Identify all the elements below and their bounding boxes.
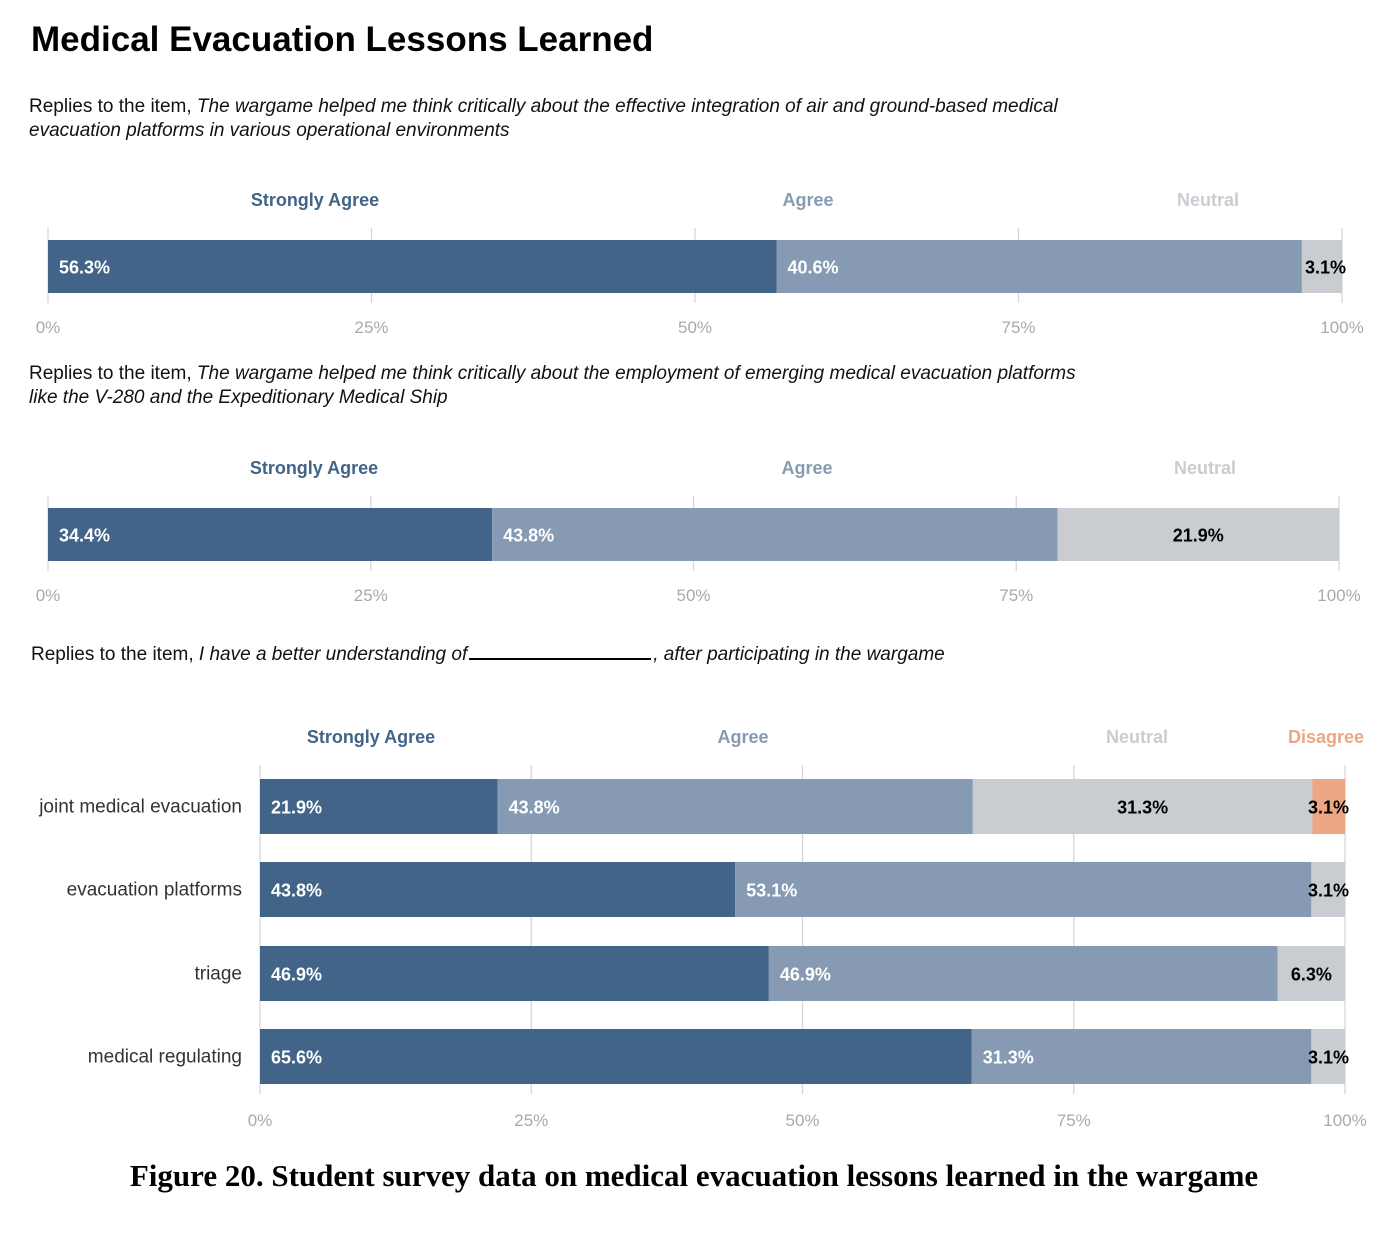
data-label: 65.6%: [271, 1048, 322, 1068]
prompt-item-text: The wargame helped me think critically a…: [196, 363, 1076, 384]
data-label: 56.3%: [59, 258, 110, 278]
data-label: 6.3%: [1291, 965, 1332, 985]
x-tick-label: 75%: [1001, 318, 1035, 337]
bar-disagree: [1312, 779, 1345, 834]
bar-agree: [492, 508, 1058, 561]
data-label: 40.6%: [788, 258, 839, 278]
data-label: 21.9%: [271, 798, 322, 818]
legend-agree: Agree: [717, 727, 768, 747]
x-tick-label: 0%: [248, 1111, 273, 1130]
x-tick-label: 75%: [999, 586, 1033, 605]
bar-strongly-agree: [260, 1029, 972, 1084]
bar-strongly-agree: [260, 946, 769, 1001]
bar-neutral: [1301, 240, 1342, 293]
data-label: 31.3%: [1117, 798, 1168, 818]
data-label: 46.9%: [780, 965, 831, 985]
chart-1-prompt: Replies to the item, The wargame helped …: [29, 95, 1169, 143]
bar-neutral: [1311, 1029, 1345, 1084]
bar-strongly-agree: [48, 508, 493, 561]
prompt-item-text-cont: , after participating in the wargame: [653, 644, 945, 665]
x-tick-label: 25%: [354, 586, 388, 605]
bar-neutral: [1057, 508, 1339, 561]
x-tick-label: 100%: [1323, 1111, 1366, 1130]
prompt-item-text-cont: like the V-280 and the Expeditionary Med…: [29, 387, 448, 408]
legend-neutral: Neutral: [1174, 458, 1236, 478]
x-tick-label: 25%: [514, 1111, 548, 1130]
data-label: 46.9%: [271, 965, 322, 985]
chart-2-prompt: Replies to the item, The wargame helped …: [29, 362, 1169, 410]
category-label: evacuation platforms: [67, 880, 242, 901]
prompt-prefix: Replies to the item,: [31, 644, 199, 665]
bar-strongly-agree: [48, 240, 777, 293]
legend-disagree: Disagree: [1288, 727, 1364, 747]
legend-agree: Agree: [781, 458, 832, 478]
x-tick-label: 100%: [1317, 586, 1360, 605]
prompt-item-text-cont: evacuation platforms in various operatio…: [29, 120, 510, 141]
data-label: 3.1%: [1308, 1048, 1349, 1068]
x-tick-label: 100%: [1320, 318, 1363, 337]
bar-neutral: [972, 779, 1313, 834]
prompt-item-text: The wargame helped me think critically a…: [196, 96, 1058, 117]
data-label: 53.1%: [746, 881, 797, 901]
legend-agree: Agree: [782, 190, 833, 210]
legend-neutral: Neutral: [1106, 727, 1168, 747]
legend-strongly-agree: Strongly Agree: [251, 190, 379, 210]
category-label: triage: [194, 964, 242, 985]
bar-neutral: [1277, 946, 1345, 1001]
data-label: 43.8%: [503, 526, 554, 546]
legend-strongly-agree: Strongly Agree: [307, 727, 435, 747]
page-title: Medical Evacuation Lessons Learned: [31, 20, 654, 59]
x-tick-label: 50%: [676, 586, 710, 605]
figure-caption: Figure 20. Student survey data on medica…: [129, 1158, 1259, 1193]
x-tick-label: 0%: [36, 586, 61, 605]
data-label: 21.9%: [1173, 526, 1224, 546]
bar-agree: [768, 946, 1278, 1001]
fill-in-blank: [469, 642, 652, 660]
chart-3-prompt: Replies to the item, I have a better und…: [31, 642, 1171, 667]
bar-neutral: [1311, 862, 1345, 917]
data-label: 3.1%: [1308, 798, 1349, 818]
data-label: 43.8%: [271, 881, 322, 901]
data-label: 31.3%: [983, 1048, 1034, 1068]
category-label: medical regulating: [88, 1047, 242, 1068]
x-tick-label: 50%: [678, 318, 712, 337]
bar-agree: [776, 240, 1302, 293]
bar-agree: [497, 779, 973, 834]
x-tick-label: 50%: [785, 1111, 819, 1130]
category-label: joint medical evacuation: [38, 797, 242, 818]
legend-neutral: Neutral: [1177, 190, 1239, 210]
data-label: 3.1%: [1305, 258, 1346, 278]
prompt-prefix: Replies to the item,: [29, 96, 197, 117]
prompt-item-text: I have a better understanding of: [198, 644, 468, 665]
bar-strongly-agree: [260, 779, 498, 834]
x-tick-label: 75%: [1057, 1111, 1091, 1130]
data-label: 3.1%: [1308, 881, 1349, 901]
bar-agree: [735, 862, 1312, 917]
bar-strongly-agree: [260, 862, 736, 917]
data-label: 34.4%: [59, 526, 110, 546]
prompt-prefix: Replies to the item,: [29, 363, 197, 384]
bar-agree: [971, 1029, 1312, 1084]
x-tick-label: 0%: [36, 318, 61, 337]
legend-strongly-agree: Strongly Agree: [250, 458, 378, 478]
data-label: 43.8%: [509, 798, 560, 818]
x-tick-label: 25%: [354, 318, 388, 337]
